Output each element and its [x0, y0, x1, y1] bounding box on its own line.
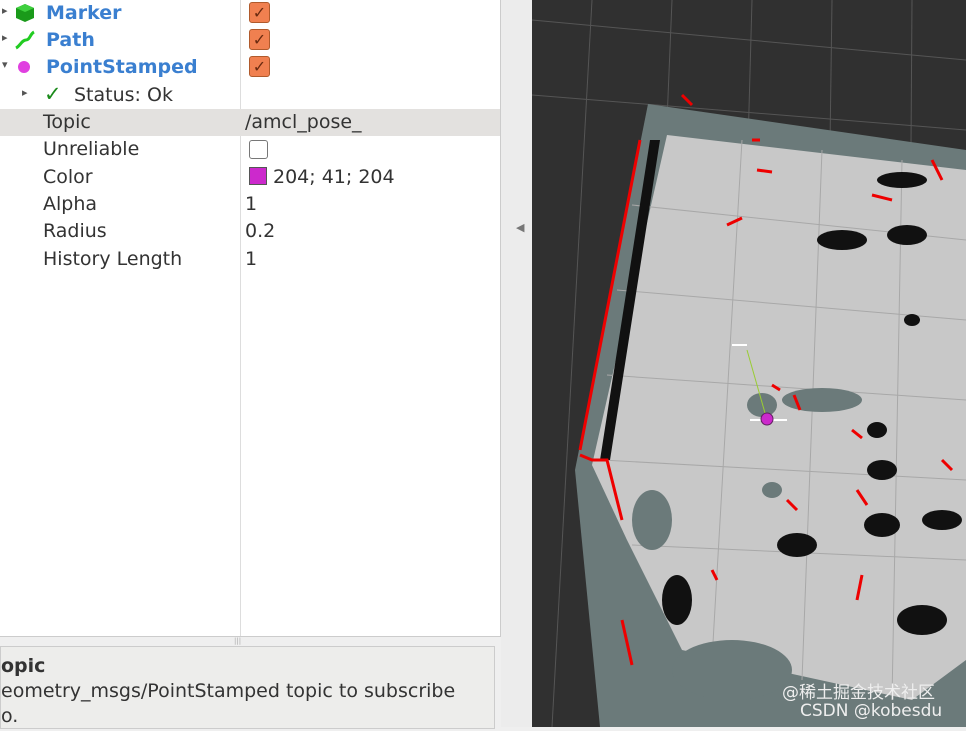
property-unreliable[interactable]: Unreliable: [0, 136, 500, 163]
color-swatch[interactable]: [249, 167, 267, 185]
path-icon: [15, 30, 35, 50]
laser-scan-points: [578, 93, 954, 666]
expand-arrow-icon[interactable]: ▸: [22, 86, 28, 99]
enable-checkbox[interactable]: ✓: [249, 2, 270, 23]
watermark: CSDN @kobesdu: [800, 701, 942, 721]
watermark: @稀土掘金技术社区: [782, 683, 935, 703]
display-path[interactable]: ▸ Path ✓: [0, 27, 500, 54]
display-pointstamped[interactable]: ▾ PointStamped ✓: [0, 54, 500, 81]
check-icon: ✓: [44, 82, 62, 106]
column-divider: [240, 0, 241, 636]
point-stamped-marker: [760, 412, 774, 426]
map-free-space: [592, 135, 966, 700]
unreliable-checkbox[interactable]: [249, 140, 268, 159]
display-marker[interactable]: ▸ Marker ✓: [0, 0, 500, 27]
enable-checkbox[interactable]: ✓: [249, 29, 270, 50]
cube-icon: [16, 4, 34, 22]
property-history-length[interactable]: History Length 1: [43, 248, 258, 270]
expand-arrow-icon[interactable]: ▸: [2, 31, 8, 44]
side-panel-splitter[interactable]: ◀: [501, 0, 532, 727]
enable-checkbox[interactable]: ✓: [249, 56, 270, 77]
map-canvas[interactable]: @稀土掘金技术社区 CSDN @kobesdu: [531, 0, 966, 728]
property-topic[interactable]: Topic /amcl_pose_: [0, 109, 500, 136]
expand-arrow-icon[interactable]: ▸: [2, 4, 8, 17]
property-radius[interactable]: Radius 0.2: [43, 220, 276, 242]
3d-render-view[interactable]: @稀土掘金技术社区 CSDN @kobesdu: [531, 0, 966, 728]
point-icon: [18, 61, 30, 73]
topic-value[interactable]: /amcl_pose_: [245, 111, 362, 133]
status-row[interactable]: ▸ ✓ Status: Ok: [22, 82, 173, 106]
collapse-left-arrow-icon[interactable]: ◀: [516, 221, 525, 234]
color-value[interactable]: 204; 41; 204: [249, 166, 395, 188]
panel-splitter-handle[interactable]: |||: [234, 637, 242, 645]
path-line: [746, 349, 768, 421]
property-alpha[interactable]: Alpha 1: [43, 193, 258, 215]
map-unknown-patches: [632, 388, 862, 700]
property-color[interactable]: Color 204; 41; 204: [43, 166, 395, 188]
displays-tree: ▸ Marker ✓ ▸ Path ✓ ▾ PointStamped ✓ ▸ ✓…: [0, 0, 501, 637]
map-obstacles: [600, 140, 962, 635]
collapse-arrow-icon[interactable]: ▾: [2, 58, 8, 71]
property-description: opic eometry_msgs/PointStamped topic to …: [0, 646, 495, 729]
